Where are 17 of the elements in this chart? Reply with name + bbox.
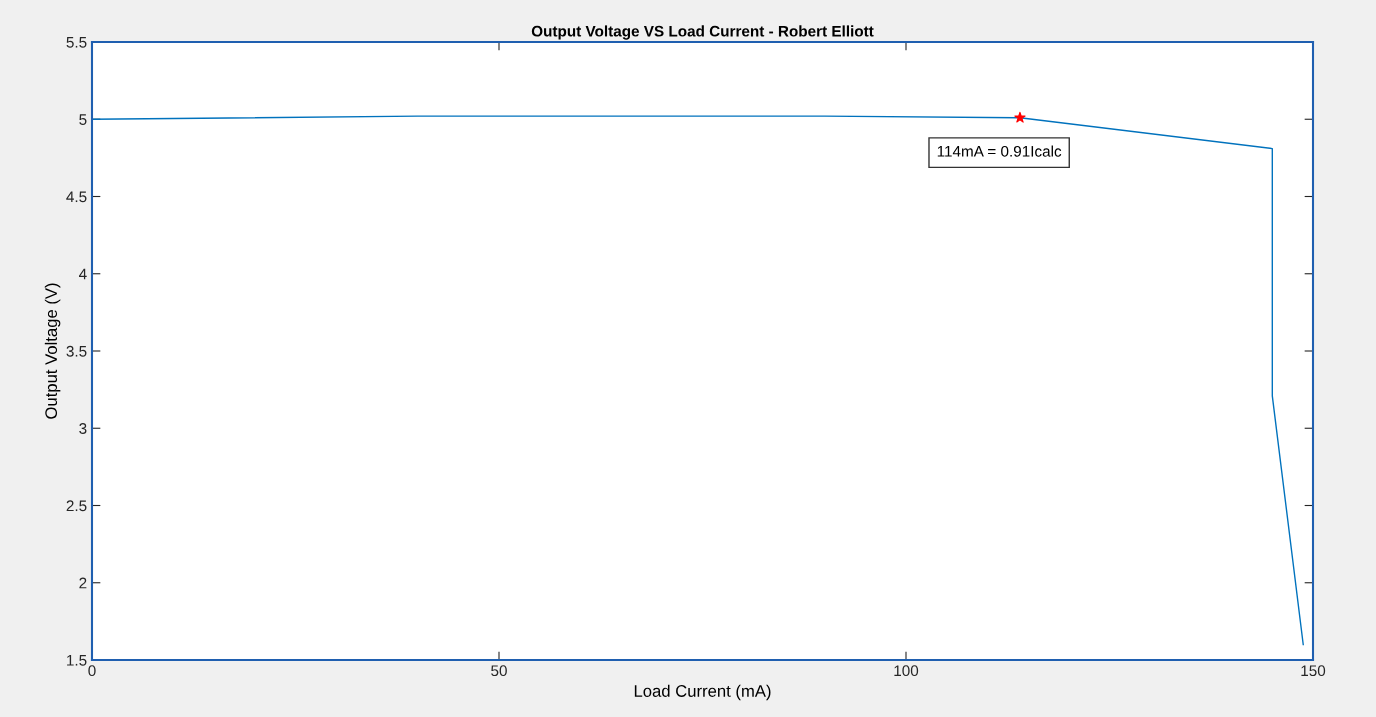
- y-tick-label: 5: [79, 114, 87, 125]
- y-tick-label: 1.5: [67, 655, 87, 666]
- x-tick-label: 50: [491, 665, 507, 677]
- x-axis-title: Load Current (mA): [634, 684, 771, 701]
- y-tick-label: 3: [79, 423, 87, 434]
- x-tick-label: 150: [1301, 665, 1326, 677]
- y-axis-title: Output Voltage (V): [44, 283, 61, 419]
- y-tick-label: 2.5: [66, 500, 87, 512]
- chart-title: Output Voltage VS Load Current - Robert Elliott: [531, 25, 874, 40]
- y-tick-label: 3.5: [66, 345, 87, 357]
- x-tick-label: 100: [894, 665, 919, 677]
- y-tick-label: 5.5: [66, 37, 87, 48]
- annotation: 114mA = 0.91Icalc: [937, 145, 1062, 157]
- y-tick-label: 4: [78, 268, 87, 280]
- y-tick-label: 4.5: [66, 191, 87, 203]
- x-tick-label: 0: [88, 665, 96, 677]
- y-tick-label: 2: [79, 577, 87, 589]
